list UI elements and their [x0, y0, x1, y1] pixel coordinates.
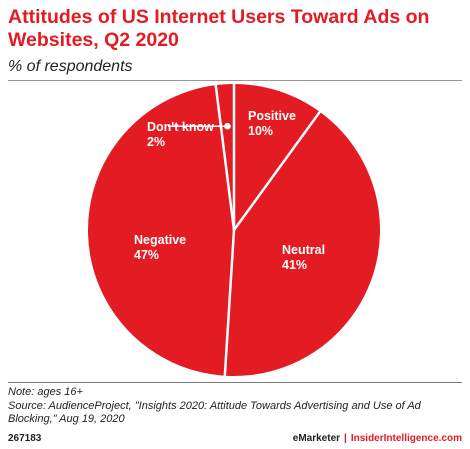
chart-subtitle: % of respondents [8, 58, 133, 75]
chart-id: 267183 [8, 433, 42, 444]
source-text: Source: AudienceProject, "Insights 2020:… [8, 399, 421, 426]
pie-slice-positive [234, 84, 320, 230]
pie-slice-negative [88, 85, 235, 376]
slice-separator [223, 229, 236, 377]
chart-title: Attitudes of US Internet Users Toward Ad… [8, 6, 430, 51]
slice-separator [232, 110, 322, 231]
slice-label-dont-know: Don't know [147, 120, 214, 134]
pie-slice-neutral [224, 111, 381, 376]
notes-block: Note: ages 16+ Source: AudienceProject, … [8, 386, 463, 427]
slice-value-positive: 10% [248, 124, 273, 138]
footer-brand: eMarketer | InsiderIntelligence.com [293, 433, 462, 444]
header-divider [8, 80, 462, 81]
footer-divider [8, 382, 462, 383]
slice-label-neutral: Neutral [282, 243, 325, 257]
brand-name: eMarketer [292, 433, 341, 444]
slice-separator [214, 84, 236, 231]
leader-dot-dont-know [224, 122, 231, 130]
slice-label-negative: Negative [134, 233, 186, 247]
slice-value-negative: 47% [134, 248, 159, 262]
slice-value-neutral: 41% [282, 258, 307, 272]
brand-separator: | [344, 433, 347, 444]
slice-label-positive: Positive [248, 109, 296, 123]
note-text: Note: ages 16+ [8, 386, 83, 398]
site-link[interactable]: InsiderIntelligence.com [350, 433, 462, 444]
slice-value-dont-know: 2% [147, 135, 165, 149]
